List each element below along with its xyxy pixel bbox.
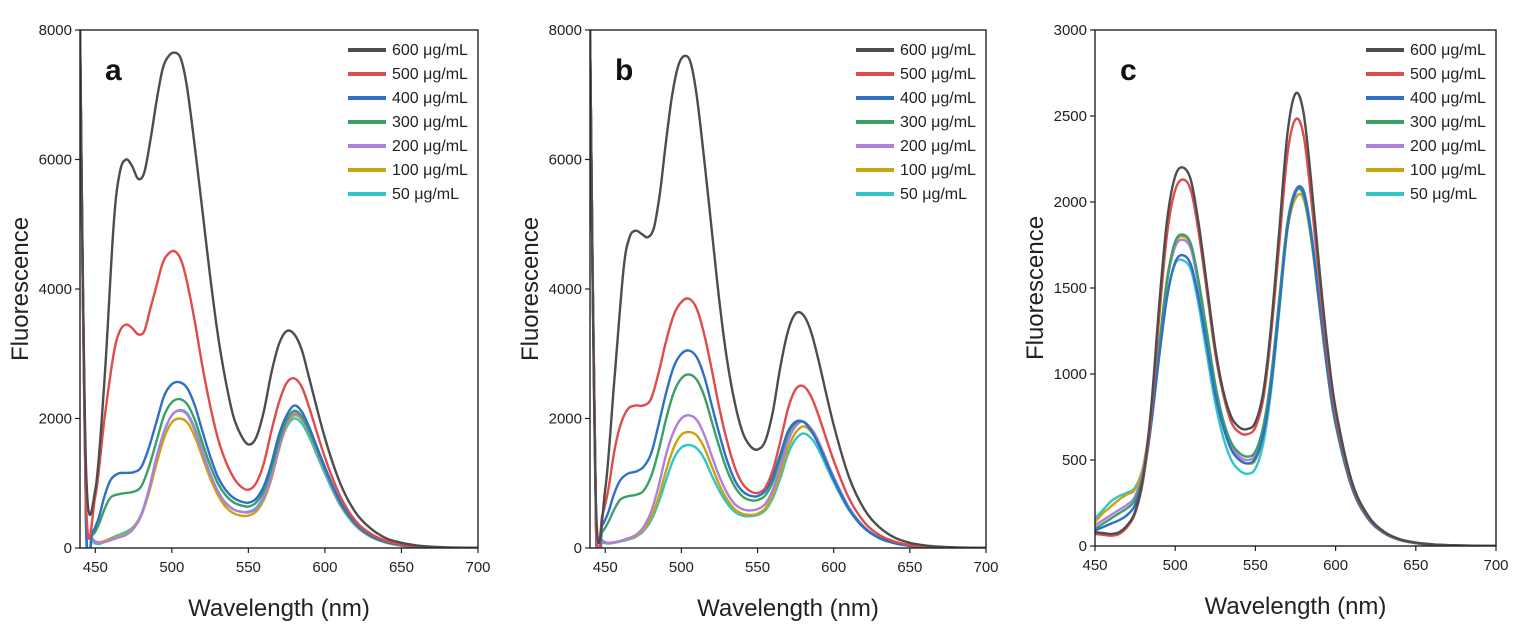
x-tick-label: 650: [389, 559, 414, 576]
series-group: [1095, 91, 1496, 546]
series-line-5: [80, 30, 478, 548]
series-line-1: [80, 30, 478, 548]
panel-label: a: [105, 54, 122, 87]
y-tick-label: 0: [64, 540, 72, 557]
x-tick-label: 450: [1082, 557, 1107, 574]
legend-label-1: 600 μg/mL: [900, 42, 976, 59]
chart-svg-b: 450 500 550 600 650 700 0 2000 4000 6000 8000 Wavel…: [517, 22, 999, 622]
y-tick-label: 2500: [1054, 108, 1087, 125]
legend-label-4: 300 μg/mL: [392, 114, 468, 131]
plot-frame: [1094, 29, 1497, 547]
x-tick-label: 550: [745, 559, 770, 576]
panel-label: b: [615, 54, 633, 87]
x-tick-label: 700: [1483, 557, 1508, 574]
x-axis-title: Wavelength (nm): [188, 595, 370, 622]
y-tick-label: 0: [574, 540, 582, 557]
series-line-2: [80, 30, 478, 548]
y-tick-label: 8000: [549, 22, 582, 39]
y-axis-title: Fluorescence: [1022, 216, 1049, 360]
y-tick-label: 1500: [1054, 280, 1087, 297]
series-line-5: [590, 30, 986, 548]
x-tick-label: 600: [821, 559, 846, 576]
x-tick-label: 450: [593, 559, 618, 576]
legend-label-1: 600 μg/mL: [392, 42, 468, 59]
series-line-7: [80, 30, 478, 548]
legend-label-6: 100 μg/mL: [900, 162, 976, 179]
legend-label-5: 200 μg/mL: [392, 138, 468, 155]
series-line-2: [1095, 117, 1496, 546]
legend-label-5: 200 μg/mL: [900, 138, 976, 155]
panel-label: c: [1120, 54, 1137, 87]
y-tick-label: 2000: [39, 411, 72, 428]
y-tick-label: 2000: [1054, 194, 1087, 211]
x-tick-label: 650: [897, 559, 922, 576]
legend-label-6: 100 μg/mL: [1410, 162, 1486, 179]
series-line-7: [590, 30, 986, 548]
y-tick-label: 1000: [1054, 366, 1087, 383]
chart-svg-c: 450 500 550 600 650 700 0 500 1000 1500 2000 2500 30…: [1022, 22, 1509, 620]
y-tick-label: 2000: [549, 411, 582, 428]
x-tick-label: 500: [159, 559, 184, 576]
legend-label-4: 300 μg/mL: [1410, 114, 1486, 131]
series-line-2: [590, 30, 986, 548]
x-tick-label: 600: [1323, 557, 1348, 574]
x-tick-label: 450: [83, 559, 108, 576]
legend-label-3: 400 μg/mL: [392, 90, 468, 107]
legend-label-6: 100 μg/mL: [392, 162, 468, 179]
series-group: [80, 30, 478, 548]
x-tick-label: 500: [1163, 557, 1188, 574]
legend-label-7: 50 μg/mL: [392, 186, 459, 203]
y-tick-label: 500: [1062, 452, 1087, 469]
chart-svg-a: 450 500 550 600 650 700 0 2000 4000 6000 8000 Wavel…: [7, 22, 491, 622]
legend-label-2: 500 μg/mL: [900, 66, 976, 83]
legend-label-2: 500 μg/mL: [1410, 66, 1486, 83]
x-axis-title: Wavelength (nm): [697, 595, 879, 622]
y-tick-label: 4000: [39, 281, 72, 298]
x-tick-label: 650: [1403, 557, 1428, 574]
chart-panel-a: 450 500 550 600 650 700 0 2000 4000 6000 8000 Wavel…: [0, 0, 500, 640]
x-tick-label: 700: [465, 559, 490, 576]
x-axis-title: Wavelength (nm): [1205, 593, 1387, 620]
series-line-1: [590, 30, 986, 548]
series-line-3: [80, 30, 478, 548]
y-tick-label: 6000: [39, 152, 72, 169]
chart-panel-b: 450 500 550 600 650 700 0 2000 4000 6000 8000 Wavel…: [510, 0, 1010, 640]
x-tick-label: 550: [236, 559, 261, 576]
series-line-6: [590, 30, 986, 548]
y-tick-label: 4000: [549, 281, 582, 298]
series-line-3: [590, 30, 986, 548]
x-tick-label: 550: [1243, 557, 1268, 574]
x-tick-label: 500: [669, 559, 694, 576]
x-tick-label: 600: [312, 559, 337, 576]
legend-label-5: 200 μg/mL: [1410, 138, 1486, 155]
legend-label-1: 600 μg/mL: [1410, 42, 1486, 59]
legend-label-7: 50 μg/mL: [1410, 186, 1477, 203]
y-tick-label: 8000: [39, 22, 72, 39]
y-tick-label: 0: [1079, 538, 1087, 555]
x-tick-label: 700: [973, 559, 998, 576]
series-line-4: [590, 30, 986, 548]
chart-panel-c: 450 500 550 600 650 700 0 500 1000 1500 2000 2500 30…: [1020, 0, 1522, 640]
y-tick-label: 6000: [549, 152, 582, 169]
legend-label-3: 400 μg/mL: [900, 90, 976, 107]
series-line-6: [80, 30, 478, 548]
legend-label-3: 400 μg/mL: [1410, 90, 1486, 107]
series-line-1: [1095, 91, 1496, 546]
plot-frame: [589, 29, 987, 549]
y-axis-title: Fluorescence: [517, 217, 544, 361]
legend-label-7: 50 μg/mL: [900, 186, 967, 203]
y-tick-label: 3000: [1054, 22, 1087, 39]
y-axis-title: Fluorescence: [7, 217, 34, 361]
legend-label-4: 300 μg/mL: [900, 114, 976, 131]
series-group: [590, 30, 986, 548]
series-line-4: [80, 30, 478, 548]
legend-label-2: 500 μg/mL: [392, 66, 468, 83]
